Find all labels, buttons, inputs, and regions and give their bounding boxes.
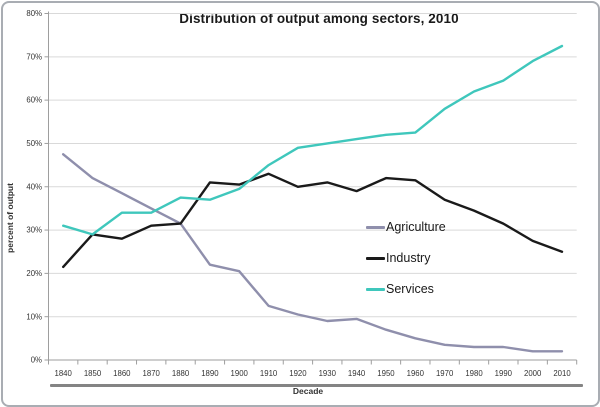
- x-tick-label: 1980: [465, 369, 483, 378]
- x-tick-label: 1950: [377, 369, 395, 378]
- agriculture-line: [62, 153, 564, 353]
- x-tick-label: 1960: [407, 369, 425, 378]
- x-tick-label: 1840: [54, 369, 72, 378]
- x-tick-label: 1890: [201, 369, 219, 378]
- industry-line-swatch: [366, 256, 385, 260]
- y-tick-label: 30%: [26, 226, 42, 235]
- x-tick-label: 1990: [495, 369, 513, 378]
- legend-item-services: Services: [366, 279, 446, 299]
- x-axis-title: Decade: [292, 386, 324, 396]
- legend-item-industry: Industry: [366, 248, 446, 268]
- legend-label-industry: Industry: [386, 251, 431, 265]
- x-tick-label: 1910: [260, 369, 278, 378]
- y-tick-label: 70%: [26, 52, 42, 61]
- y-tick-label: 10%: [26, 312, 42, 321]
- x-tick-label: 1900: [231, 369, 249, 378]
- x-tick-label: 1940: [348, 369, 366, 378]
- legend-item-agriculture: Agriculture: [366, 217, 446, 237]
- industry-line: [62, 172, 564, 269]
- x-tick-label: 2010: [553, 369, 571, 378]
- chart-title: Distribution of output among sectors, 20…: [179, 11, 459, 26]
- x-tick-label: 1850: [84, 369, 102, 378]
- y-tick-label: 80%: [26, 9, 42, 18]
- y-tick-label: 0%: [31, 356, 42, 365]
- x-tick-label: 1880: [172, 369, 190, 378]
- x-tick-label: 1870: [143, 369, 161, 378]
- x-tick-label: 1920: [289, 369, 307, 378]
- x-tick-label: 1930: [319, 369, 337, 378]
- agriculture-line-swatch: [366, 225, 385, 229]
- x-tick-label: 1970: [436, 369, 454, 378]
- x-tick-label: 1860: [113, 369, 131, 378]
- services-line: [62, 44, 564, 236]
- y-tick-label: 20%: [26, 269, 42, 278]
- legend: Agriculture Industry Services: [366, 217, 446, 310]
- services-line-swatch: [366, 287, 385, 291]
- window-shadow-line: [50, 384, 583, 387]
- y-tick-label: 50%: [26, 139, 42, 148]
- y-tick-label: 40%: [26, 182, 42, 191]
- legend-label-services: Services: [386, 282, 434, 296]
- x-tick-label: 2000: [524, 369, 542, 378]
- legend-label-agriculture: Agriculture: [386, 220, 446, 234]
- y-tick-label: 60%: [26, 96, 42, 105]
